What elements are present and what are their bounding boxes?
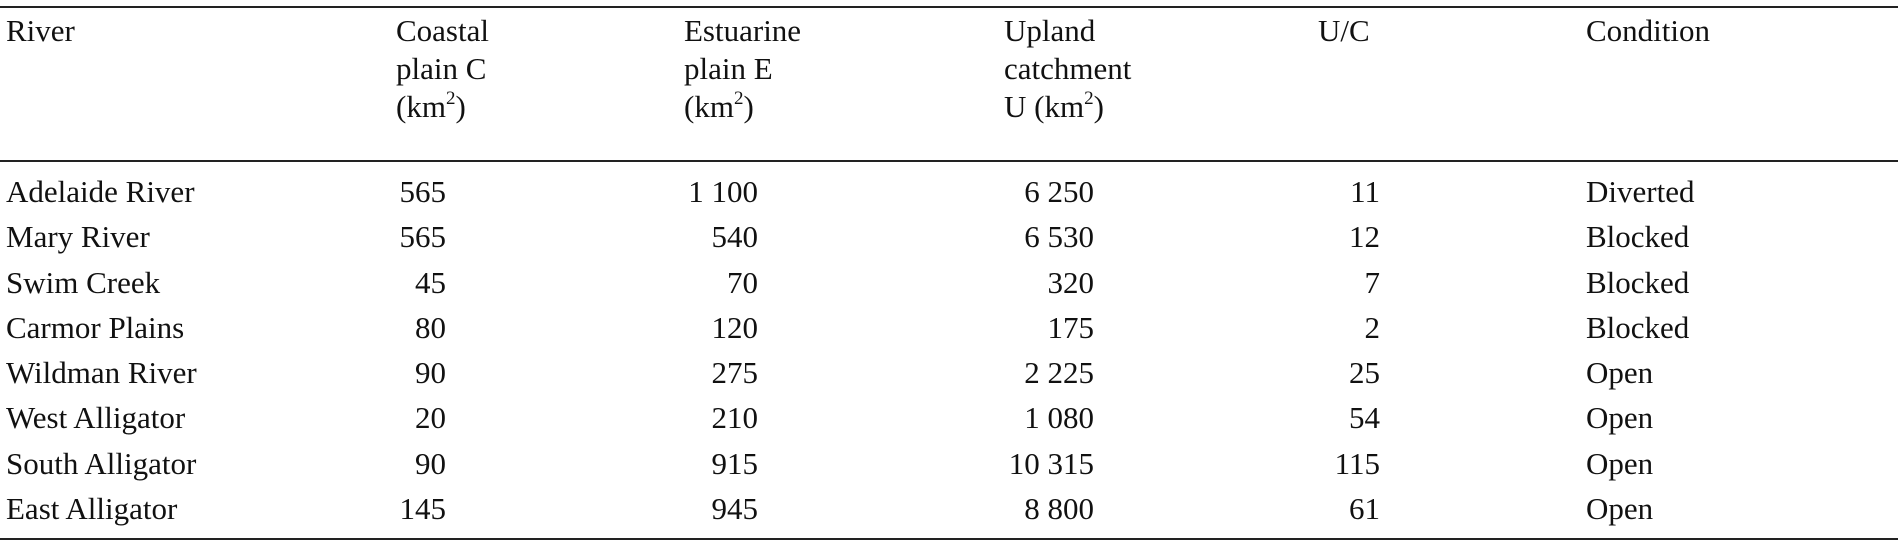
header-upland-unit-open: U (km <box>1004 89 1085 124</box>
unit-exponent: 2 <box>1084 87 1094 109</box>
river-name: East Alligator <box>6 491 178 527</box>
river-name: Wildman River <box>6 355 197 391</box>
river-name: Mary River <box>6 219 150 255</box>
upland-catchment-value: 8 800 <box>1024 491 1094 527</box>
table-row: Adelaide River 565 1 100 6 250 11 Divert… <box>0 169 1898 214</box>
header-estuarine-unit-close: ) <box>743 89 754 124</box>
estuarine-plain-value: 540 <box>711 219 759 255</box>
condition-value: Open <box>1586 400 1654 436</box>
condition-value: Blocked <box>1586 309 1690 345</box>
coastal-plain-value: 90 <box>415 445 446 481</box>
bottom-rule <box>0 538 1898 540</box>
table-row: Wildman River 90 275 2 225 25 Open <box>0 350 1898 395</box>
header-river-line: River <box>6 13 75 48</box>
u-over-c-value: 12 <box>1349 219 1380 255</box>
u-over-c-value: 54 <box>1349 400 1380 436</box>
river-name: Adelaide River <box>6 174 195 209</box>
condition-value: Blocked <box>1586 264 1690 300</box>
estuarine-plain-value: 945 <box>711 491 759 527</box>
coastal-plain-value: 145 <box>399 491 447 527</box>
table-row: West Alligator 20 210 1 080 54 Open <box>0 395 1898 440</box>
upland-catchment-value: 6 250 <box>1024 174 1094 209</box>
upland-catchment-value: 1 080 <box>1024 400 1094 436</box>
condition-value: Blocked <box>1586 219 1690 255</box>
estuarine-plain-value: 1 100 <box>688 174 758 209</box>
table-row: East Alligator 145 945 8 800 61 Open <box>0 486 1898 531</box>
header-u-over-c: U/C <box>1318 12 1370 50</box>
coastal-plain-value: 90 <box>415 355 446 391</box>
header-coastal-unit-open: (km <box>396 89 446 124</box>
u-over-c-value: 11 <box>1350 174 1380 209</box>
header-coastal-unit: (km2) <box>396 88 489 126</box>
u-over-c-value: 7 <box>1364 264 1381 300</box>
upland-catchment-value: 10 315 <box>1008 445 1094 481</box>
u-over-c-value: 25 <box>1349 355 1380 391</box>
header-estuarine-line-1: Estuarine <box>684 13 802 48</box>
header-river: River <box>6 12 75 50</box>
header-upland-line-2: catchment <box>1004 51 1132 86</box>
header-coastal-line-2: plain C <box>396 51 487 86</box>
header-estuarine-line-2: plain E <box>684 51 773 86</box>
upland-catchment-value: 320 <box>1047 264 1095 300</box>
river-name: West Alligator <box>6 400 186 436</box>
header-condition-line: Condition <box>1586 13 1711 48</box>
condition-value: Open <box>1586 445 1654 481</box>
condition-value: Diverted <box>1586 174 1695 209</box>
unit-exponent: 2 <box>733 87 744 109</box>
header-estuarine-plain: Estuarine plain E (km2) <box>684 12 801 126</box>
u-over-c-value: 61 <box>1349 491 1380 527</box>
table-header: River Coastal plain C (km2) Estuarine pl… <box>0 12 1898 158</box>
estuarine-plain-value: 210 <box>711 400 759 436</box>
u-over-c-value: 2 <box>1364 309 1381 345</box>
header-upland-line-1: Upland <box>1004 13 1096 48</box>
coastal-plain-value: 20 <box>415 400 446 436</box>
header-upland-unit: U (km2) <box>1004 88 1131 126</box>
coastal-plain-value: 565 <box>399 219 447 255</box>
table-row: Mary River 565 540 6 530 12 Blocked <box>0 214 1898 259</box>
table-row: Carmor Plains 80 120 175 2 Blocked <box>0 305 1898 350</box>
header-upland-unit-close: ) <box>1093 89 1104 124</box>
condition-value: Open <box>1586 491 1654 527</box>
river-name: South Alligator <box>6 445 197 481</box>
estuarine-plain-value: 275 <box>711 355 759 391</box>
estuarine-plain-value: 70 <box>727 264 758 300</box>
coastal-plain-value: 565 <box>399 174 447 209</box>
estuarine-plain-value: 120 <box>711 309 759 345</box>
header-upland-catchment: Upland catchment U (km2) <box>1004 12 1131 126</box>
header-estuarine-unit: (km2) <box>684 88 801 126</box>
upland-catchment-value: 2 225 <box>1024 355 1094 391</box>
unit-exponent: 2 <box>445 87 456 109</box>
header-condition: Condition <box>1586 12 1710 50</box>
table-row: Swim Creek 45 70 320 7 Blocked <box>0 260 1898 305</box>
header-coastal-line-1: Coastal <box>396 13 489 48</box>
top-rule <box>0 6 1898 8</box>
header-estuarine-unit-open: (km <box>684 89 734 124</box>
upland-catchment-value: 175 <box>1047 309 1095 345</box>
coastal-plain-value: 80 <box>415 309 446 345</box>
header-uc-line: U/C <box>1318 13 1370 48</box>
header-coastal-plain: Coastal plain C (km2) <box>396 12 489 126</box>
upland-catchment-value: 6 530 <box>1024 219 1094 255</box>
u-over-c-value: 115 <box>1334 445 1380 481</box>
river-name: Carmor Plains <box>6 309 185 345</box>
header-rule <box>0 160 1898 162</box>
header-coastal-unit-close: ) <box>455 89 466 124</box>
estuarine-plain-value: 915 <box>711 445 759 481</box>
coastal-plain-value: 45 <box>415 264 446 300</box>
condition-value: Open <box>1586 355 1654 391</box>
table-row: South Alligator 90 915 10 315 115 Open <box>0 441 1898 486</box>
river-name: Swim Creek <box>6 264 161 300</box>
table-body: Adelaide River 565 1 100 6 250 11 Divert… <box>0 169 1898 531</box>
